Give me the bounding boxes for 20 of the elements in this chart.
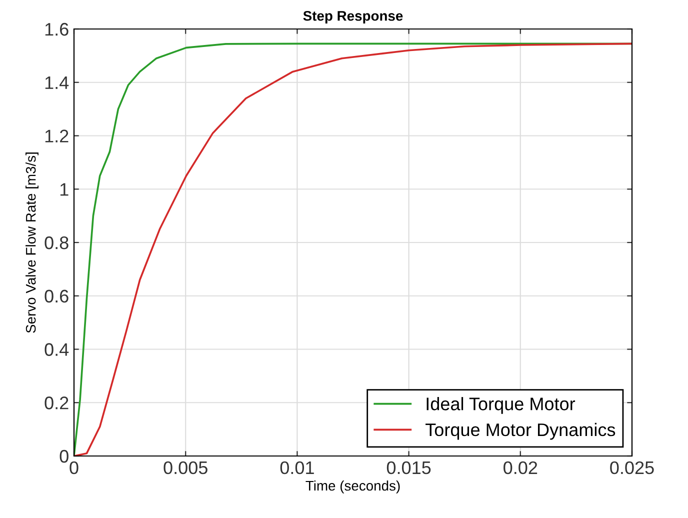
x-tick-label: 0.005 [164,461,208,474]
y-tick-label: 1.2 [45,130,68,142]
x-tick-label: 0.02 [504,461,538,474]
y-tick-label: 0.8 [44,236,68,250]
x-tick-label: 0.01 [280,461,314,474]
y-tick-label: 1.6 [45,22,68,36]
y-tick-label: 0.6 [44,290,68,303]
y-tick-label: 0.4 [44,343,69,356]
x-tick-label: 0 [70,461,78,474]
legend-label: Ideal Torque Motor [426,397,576,414]
x-tick-label: 0.025 [610,461,654,474]
legend-label: Torque Motor Dynamics [426,422,616,440]
x-tick-label: 0.015 [386,461,431,474]
chart-title: Step Response [303,10,403,24]
y-tick-label: 0 [60,450,68,463]
x-axis-title: Time (seconds) [306,480,400,494]
y-tick-label: 1 [60,183,68,196]
y-axis-title: Servo Valve Flow Rate [m3/s] [26,152,38,333]
y-tick-label: 1.4 [45,76,69,89]
y-tick-label: 0.2 [44,396,68,410]
